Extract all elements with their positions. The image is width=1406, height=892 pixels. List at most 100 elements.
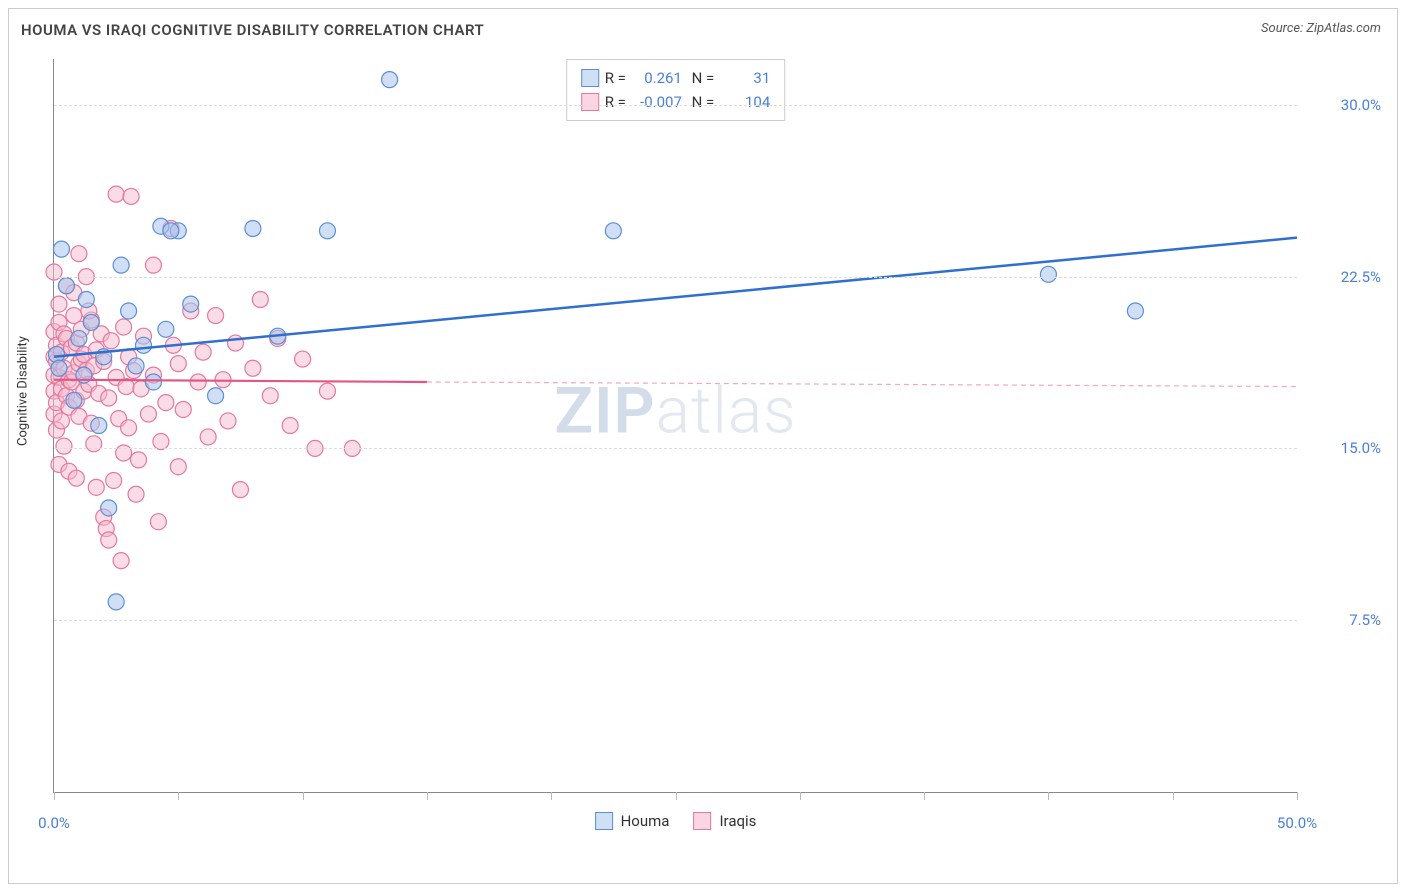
legend-stats: R =0.261 N =31 R =-0.007 N =104: [566, 59, 786, 121]
data-point: [113, 257, 129, 273]
legend-item-iraqis: Iraqis: [693, 812, 756, 830]
iraqis-swatch-icon: [581, 93, 599, 111]
y-tick-label: 30.0%: [1311, 96, 1381, 114]
gridline: [54, 448, 1297, 449]
data-point: [190, 374, 206, 390]
x-tick: [178, 792, 179, 800]
data-point: [116, 445, 132, 461]
data-point: [116, 319, 132, 335]
data-point: [245, 221, 261, 237]
trend-line: [54, 238, 1297, 357]
x-tick: [1173, 792, 1174, 800]
data-point: [170, 356, 186, 372]
data-point: [382, 72, 398, 88]
data-point: [1040, 266, 1056, 282]
data-point: [158, 321, 174, 337]
y-axis-label: Cognitive Disability: [16, 336, 31, 446]
data-point: [245, 360, 261, 376]
plot-area: ZIPatlas R =0.261 N =31 R =-0.007 N =104…: [53, 59, 1297, 793]
scatter-svg: [54, 59, 1297, 792]
y-tick-label: 7.5%: [1311, 611, 1381, 629]
legend-label: Houma: [621, 812, 670, 830]
data-point: [58, 278, 74, 294]
data-point: [101, 532, 117, 548]
data-point: [158, 395, 174, 411]
chart-title: HOUMA VS IRAQI COGNITIVE DISABILITY CORR…: [21, 21, 484, 39]
trend-line: [427, 382, 1297, 387]
data-point: [282, 418, 298, 434]
data-point: [295, 351, 311, 367]
x-tick: [924, 792, 925, 800]
data-point: [71, 246, 87, 262]
data-point: [121, 420, 137, 436]
data-point: [200, 429, 216, 445]
x-tick: [54, 792, 55, 800]
data-point: [153, 434, 169, 450]
houma-swatch-icon: [595, 812, 613, 830]
data-point: [163, 223, 179, 239]
data-point: [101, 500, 117, 516]
data-point: [86, 436, 102, 452]
data-point: [128, 358, 144, 374]
data-point: [53, 241, 69, 257]
data-point: [319, 383, 335, 399]
x-tick: [676, 792, 677, 800]
data-point: [83, 314, 99, 330]
data-point: [66, 392, 82, 408]
source-attribution: Source: ZipAtlas.com: [1261, 21, 1381, 36]
y-tick-label: 22.5%: [1311, 268, 1381, 286]
data-point: [123, 188, 139, 204]
houma-swatch-icon: [581, 69, 599, 87]
data-point: [106, 472, 122, 488]
data-point: [131, 452, 147, 468]
x-left-label: 0.0%: [38, 814, 70, 832]
legend-stats-row-iraqis: R =-0.007 N =104: [581, 90, 771, 114]
data-point: [68, 470, 84, 486]
data-point: [605, 223, 621, 239]
gridline: [54, 105, 1297, 106]
data-point: [145, 374, 161, 390]
data-point: [252, 292, 268, 308]
data-point: [103, 333, 119, 349]
data-point: [51, 296, 67, 312]
data-point: [128, 486, 144, 502]
gridline: [54, 277, 1297, 278]
data-point: [135, 337, 151, 353]
data-point: [121, 303, 137, 319]
x-right-label: 50.0%: [1277, 814, 1317, 832]
x-tick: [303, 792, 304, 800]
x-tick: [800, 792, 801, 800]
chart-container: HOUMA VS IRAQI COGNITIVE DISABILITY CORR…: [8, 8, 1398, 884]
data-point: [220, 413, 236, 429]
data-point: [208, 388, 224, 404]
iraqis-swatch-icon: [693, 812, 711, 830]
data-point: [227, 335, 243, 351]
data-point: [71, 330, 87, 346]
gridline: [54, 620, 1297, 621]
data-point: [195, 344, 211, 360]
legend-series: Houma Iraqis: [595, 812, 757, 830]
data-point: [78, 292, 94, 308]
data-point: [262, 388, 278, 404]
data-point: [101, 390, 117, 406]
data-point: [208, 308, 224, 324]
legend-label: Iraqis: [719, 812, 756, 830]
legend-item-houma: Houma: [595, 812, 670, 830]
data-point: [150, 514, 166, 530]
legend-stats-row-houma: R =0.261 N =31: [581, 66, 771, 90]
data-point: [232, 482, 248, 498]
data-point: [46, 264, 62, 280]
data-point: [319, 223, 335, 239]
data-point: [51, 360, 67, 376]
data-point: [183, 296, 199, 312]
data-point: [1127, 303, 1143, 319]
data-point: [140, 406, 156, 422]
data-point: [145, 257, 161, 273]
x-tick: [1048, 792, 1049, 800]
data-point: [56, 438, 72, 454]
data-point: [108, 186, 124, 202]
y-tick-label: 15.0%: [1311, 439, 1381, 457]
data-point: [91, 418, 107, 434]
x-tick: [551, 792, 552, 800]
x-tick: [427, 792, 428, 800]
